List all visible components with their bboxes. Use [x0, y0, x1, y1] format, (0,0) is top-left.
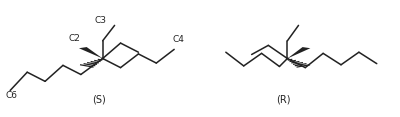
Text: (R): (R): [276, 94, 291, 104]
Text: (S): (S): [92, 94, 106, 104]
Text: C4: C4: [172, 35, 184, 44]
Text: C3: C3: [95, 16, 107, 25]
Text: C2: C2: [69, 33, 81, 42]
Polygon shape: [79, 47, 103, 58]
Polygon shape: [287, 47, 310, 58]
Text: C6: C6: [5, 91, 17, 100]
